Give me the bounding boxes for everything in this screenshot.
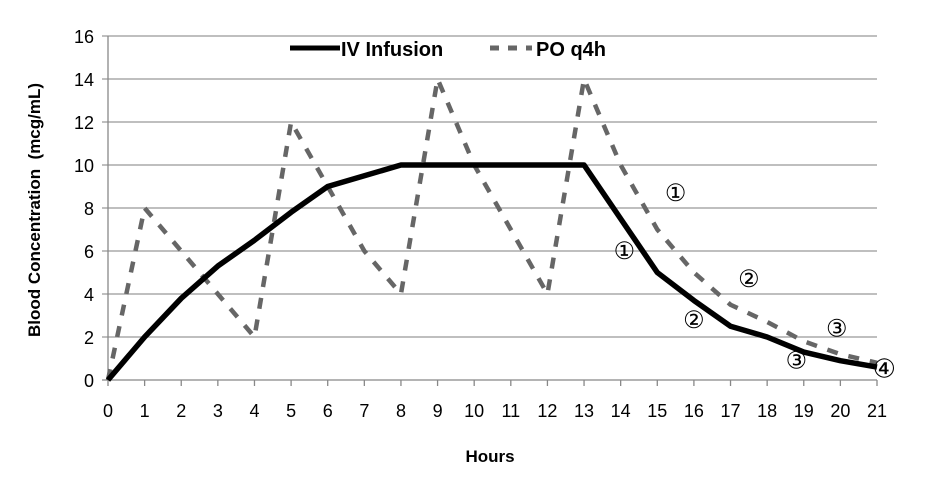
y-tick-label: 16 bbox=[74, 27, 94, 47]
x-tick-label: 16 bbox=[684, 401, 704, 421]
x-tick-label: 14 bbox=[611, 401, 631, 421]
y-tick-label: 14 bbox=[74, 70, 94, 90]
y-tick-label: 6 bbox=[84, 242, 94, 262]
x-tick-label: 0 bbox=[103, 401, 113, 421]
y-axis-label: Blood Concentration (mcg/mL) bbox=[25, 83, 44, 337]
x-tick-label: 4 bbox=[249, 401, 259, 421]
x-tick-label: 15 bbox=[647, 401, 667, 421]
x-tick-label: 21 bbox=[867, 401, 887, 421]
annotation-label: ② bbox=[738, 266, 760, 293]
x-axis-label: Hours bbox=[465, 447, 514, 466]
y-tick-label: 2 bbox=[84, 328, 94, 348]
legend-iv-label: IV Infusion bbox=[341, 39, 443, 61]
annotation-label: ① bbox=[614, 238, 636, 265]
x-tick-label: 19 bbox=[794, 401, 814, 421]
x-tick-label: 17 bbox=[721, 401, 741, 421]
x-tick-label: 18 bbox=[757, 401, 777, 421]
annotation-label: ④ bbox=[873, 353, 896, 383]
series-line-iv-infusion bbox=[105, 162, 878, 382]
x-tick-label: 7 bbox=[359, 401, 369, 421]
y-tick-label: 12 bbox=[74, 113, 94, 133]
annotation-label: ① bbox=[665, 180, 687, 207]
x-tick-label: 8 bbox=[396, 401, 406, 421]
y-tick-label: 10 bbox=[74, 156, 94, 176]
x-tick-label: 1 bbox=[140, 401, 150, 421]
annotation-label: ③ bbox=[786, 348, 808, 375]
legend: IV Infusion PO q4h bbox=[290, 39, 606, 61]
x-tick-label: 10 bbox=[464, 401, 484, 421]
x-tick-label: 13 bbox=[574, 401, 594, 421]
annotation-label: ③ bbox=[826, 315, 848, 342]
x-tick-label: 6 bbox=[323, 401, 333, 421]
x-tick-label: 2 bbox=[176, 401, 186, 421]
y-tick-label: 0 bbox=[84, 371, 94, 391]
x-tick-label: 12 bbox=[537, 401, 557, 421]
x-tick-label: 20 bbox=[830, 401, 850, 421]
x-tick-label: 9 bbox=[433, 401, 443, 421]
series-line-po-q4h bbox=[105, 76, 878, 381]
y-tick-label: 4 bbox=[84, 285, 94, 305]
y-tick-label: 8 bbox=[84, 199, 94, 219]
legend-po-label: PO q4h bbox=[536, 39, 606, 61]
annotation-label: ② bbox=[683, 307, 705, 334]
x-tick-label: 3 bbox=[213, 401, 223, 421]
x-tick-label: 11 bbox=[501, 401, 520, 421]
x-tick-label: 5 bbox=[286, 401, 296, 421]
